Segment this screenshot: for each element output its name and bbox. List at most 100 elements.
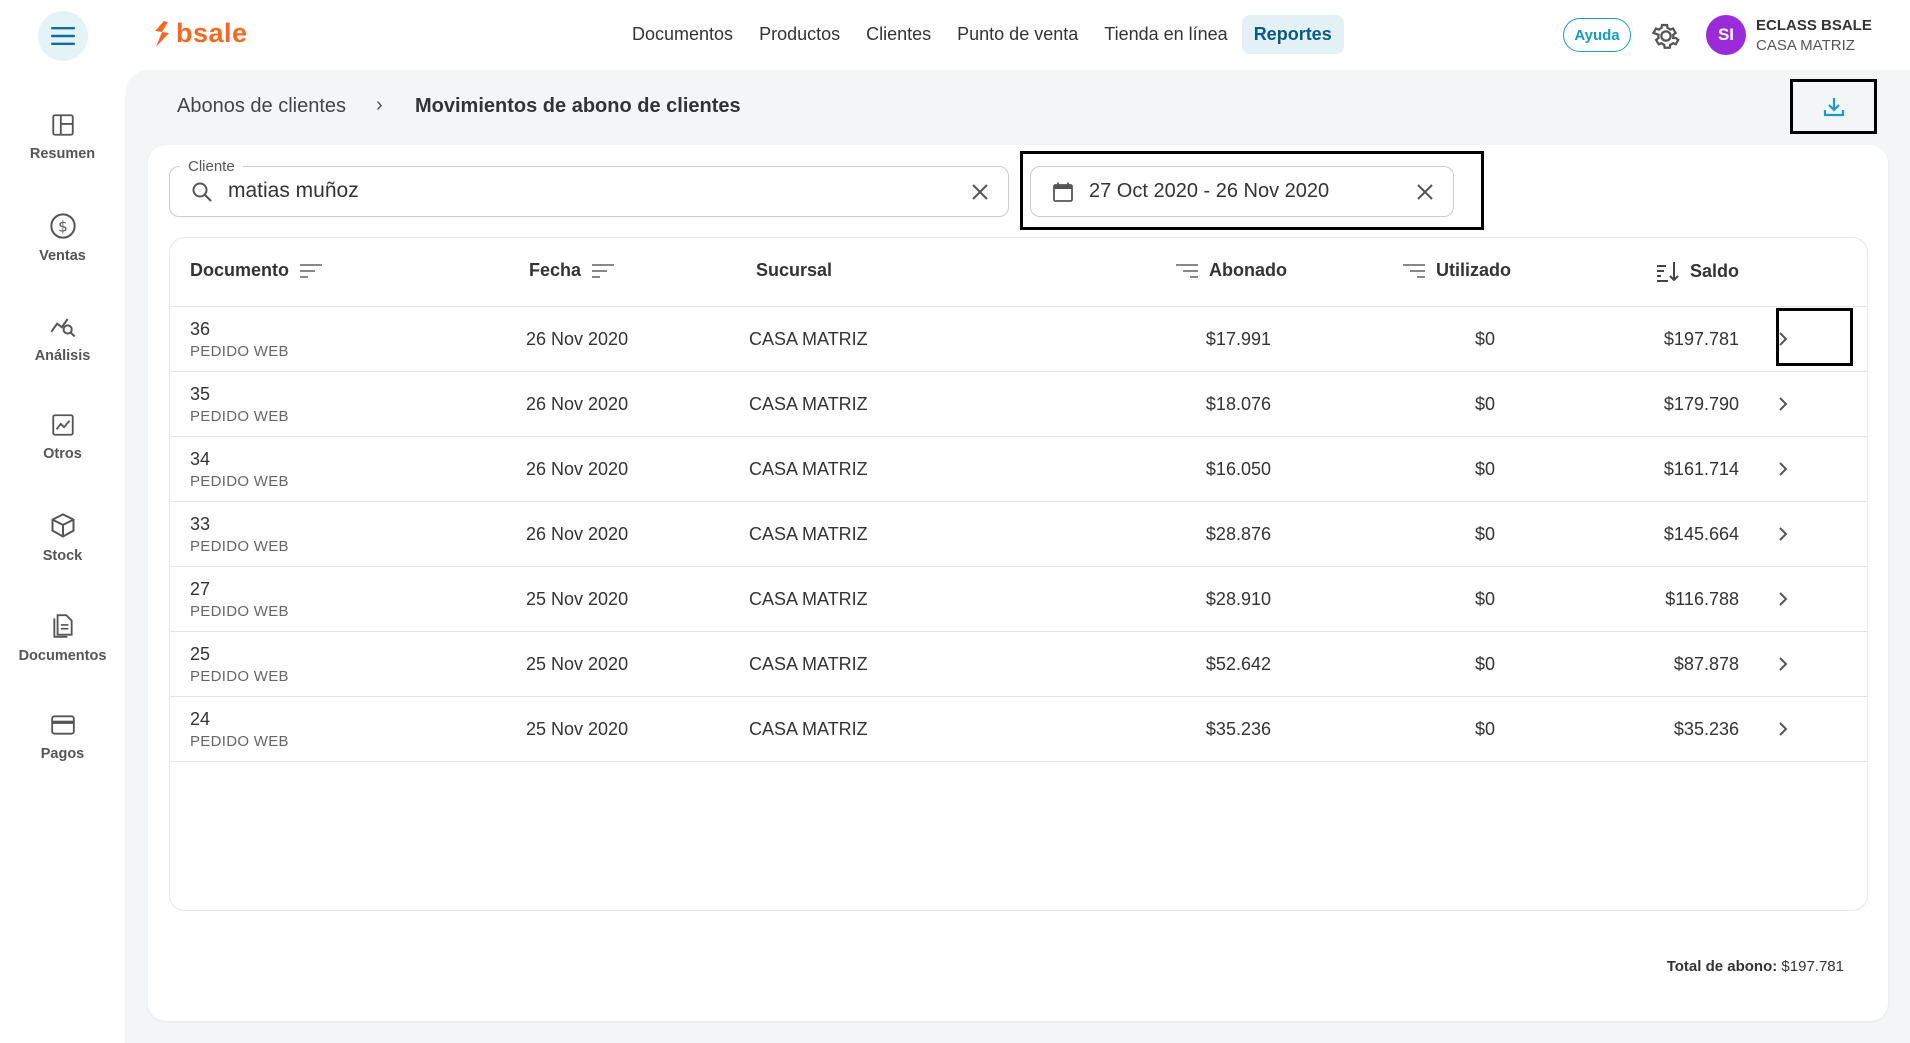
download-icon: [1823, 97, 1844, 116]
hamburger-icon: [51, 27, 75, 45]
user-name: ECLASS BSALE: [1756, 17, 1872, 34]
nav-punto-de-venta[interactable]: Punto de venta: [957, 24, 1079, 44]
col-documento-label: Documento: [190, 260, 289, 280]
total-label: Total de abono:: [1666, 958, 1778, 975]
sidebar-item-pagos[interactable]: Pagos: [0, 712, 125, 792]
cell-doc-type: PEDIDO WEB: [190, 538, 289, 555]
cell-fecha: 25 Nov 2020: [526, 654, 629, 674]
breadcrumb-parent[interactable]: Abonos de clientes: [177, 95, 347, 117]
table-header: Documento Fecha Sucursal Abonado Utiliza…: [170, 238, 1867, 307]
nav-reportes[interactable]: Reportes: [1241, 15, 1344, 54]
cell-doc-type: PEDIDO WEB: [190, 473, 289, 490]
table-row[interactable]: 33 PEDIDO WEB 26 Nov 2020 CASA MATRIZ $2…: [170, 502, 1867, 567]
sidebar-item-label: Análisis: [34, 348, 91, 364]
breadcrumb-separator: ›: [376, 94, 383, 116]
cell-saldo: $116.788: [1665, 589, 1739, 609]
cell-doc-type: PEDIDO WEB: [190, 733, 289, 750]
download-button[interactable]: [1790, 79, 1877, 134]
cell-sucursal: CASA MATRIZ: [749, 394, 868, 414]
dollar-icon: $: [49, 213, 76, 239]
cell-saldo: $197.781: [1663, 329, 1739, 349]
sidebar-item-label: Ventas: [39, 248, 86, 264]
sidebar-item-stock[interactable]: Stock: [0, 512, 125, 592]
cell-abonado: $35.236: [1205, 719, 1271, 739]
nav-productos[interactable]: Productos: [759, 24, 841, 44]
clear-date-icon[interactable]: [1415, 182, 1435, 202]
col-utilizado-label: Utilizado: [1436, 260, 1511, 280]
logo-text: bsale: [176, 18, 248, 48]
cell-sucursal: CASA MATRIZ: [749, 329, 868, 349]
table-row[interactable]: 35 PEDIDO WEB 26 Nov 2020 CASA MATRIZ $1…: [170, 372, 1867, 437]
report-card: [148, 145, 1888, 1021]
cell-utilizado: $0: [1474, 719, 1495, 739]
client-field[interactable]: [169, 166, 1009, 217]
sidebar-item-label: Stock: [42, 548, 83, 564]
cell-fecha: 25 Nov 2020: [526, 719, 629, 739]
col-saldo[interactable]: Saldo: [1656, 260, 1739, 282]
cell-abonado: $17.991: [1205, 329, 1271, 349]
cell-doc-num: 24: [190, 709, 211, 729]
menu-button[interactable]: [38, 11, 88, 61]
nav-documentos[interactable]: Documentos: [632, 24, 734, 44]
cell-doc-type: PEDIDO WEB: [190, 603, 289, 620]
search-icon: [192, 182, 212, 202]
cell-abonado: $18.076: [1205, 394, 1271, 414]
chevron-right-icon[interactable]: [1772, 523, 1794, 545]
row-detail-highlight: [1776, 308, 1853, 366]
chevron-right-icon[interactable]: [1772, 653, 1794, 675]
analysis-icon: [50, 318, 75, 338]
card-icon: [50, 715, 75, 735]
table-row[interactable]: 36 PEDIDO WEB 26 Nov 2020 CASA MATRIZ $1…: [170, 307, 1867, 372]
calendar-icon: [1053, 182, 1073, 202]
cell-utilizado: $0: [1474, 329, 1495, 349]
nav-tienda-en-linea[interactable]: Tienda en línea: [1104, 24, 1228, 44]
cell-doc-type: PEDIDO WEB: [190, 343, 289, 360]
col-sucursal-label: Sucursal: [756, 260, 833, 280]
cell-utilizado: $0: [1474, 524, 1495, 544]
gear-icon[interactable]: [1650, 20, 1682, 52]
cell-doc-type: PEDIDO WEB: [190, 408, 289, 425]
cell-fecha: 26 Nov 2020: [526, 459, 629, 479]
cell-sucursal: CASA MATRIZ: [749, 524, 868, 544]
client-input[interactable]: [228, 179, 928, 203]
sidebar-item-otros[interactable]: Otros: [0, 412, 125, 492]
user-branch: CASA MATRIZ: [1756, 37, 1855, 54]
col-fecha[interactable]: Fecha: [529, 260, 615, 281]
date-filter-highlight: [1020, 151, 1484, 230]
date-range-value: 27 Oct 2020 - 26 Nov 2020: [1089, 180, 1330, 202]
date-range-field[interactable]: 27 Oct 2020 - 26 Nov 2020: [1030, 166, 1454, 217]
chevron-right-icon[interactable]: [1772, 718, 1794, 740]
sidebar-item-analisis[interactable]: Análisis: [0, 312, 125, 392]
clear-client-icon[interactable]: [970, 182, 990, 202]
table-row[interactable]: 25 PEDIDO WEB 25 Nov 2020 CASA MATRIZ $5…: [170, 632, 1867, 697]
cell-doc-num: 33: [190, 514, 211, 534]
page-title: Movimientos de abono de clientes: [415, 95, 741, 117]
nav-clientes[interactable]: Clientes: [866, 24, 932, 44]
col-utilizado[interactable]: Utilizado: [1402, 260, 1511, 281]
col-abonado[interactable]: Abonado: [1175, 260, 1287, 281]
cell-abonado: $52.642: [1205, 654, 1271, 674]
col-documento[interactable]: Documento: [190, 260, 323, 281]
chevron-right-icon[interactable]: [1772, 588, 1794, 610]
chart-icon: [51, 414, 74, 436]
cell-saldo: $161.714: [1663, 459, 1739, 479]
help-button[interactable]: Ayuda: [1563, 18, 1631, 52]
total-value: $197.781: [1781, 958, 1844, 975]
cell-sucursal: CASA MATRIZ: [749, 719, 868, 739]
sidebar-item-documentos[interactable]: Documentos: [0, 612, 125, 692]
chevron-right-icon[interactable]: [1772, 328, 1794, 350]
cell-doc-type: PEDIDO WEB: [190, 668, 289, 685]
table-row[interactable]: 27 PEDIDO WEB 25 Nov 2020 CASA MATRIZ $2…: [170, 567, 1867, 632]
bsale-logo[interactable]: bsale: [152, 18, 248, 49]
sidebar-item-label: Resumen: [29, 146, 96, 162]
sidebar-item-resumen[interactable]: Resumen: [0, 112, 125, 192]
table-row[interactable]: 24 PEDIDO WEB 25 Nov 2020 CASA MATRIZ $3…: [170, 697, 1867, 762]
chevron-right-icon[interactable]: [1772, 458, 1794, 480]
dashboard-icon: [51, 114, 74, 136]
cell-sucursal: CASA MATRIZ: [749, 459, 868, 479]
table-row[interactable]: 34 PEDIDO WEB 26 Nov 2020 CASA MATRIZ $1…: [170, 437, 1867, 502]
chevron-right-icon[interactable]: [1772, 393, 1794, 415]
sidebar-item-ventas[interactable]: $ Ventas: [0, 212, 125, 292]
cell-saldo: $35.236: [1673, 719, 1739, 739]
avatar[interactable]: SI: [1706, 15, 1746, 55]
